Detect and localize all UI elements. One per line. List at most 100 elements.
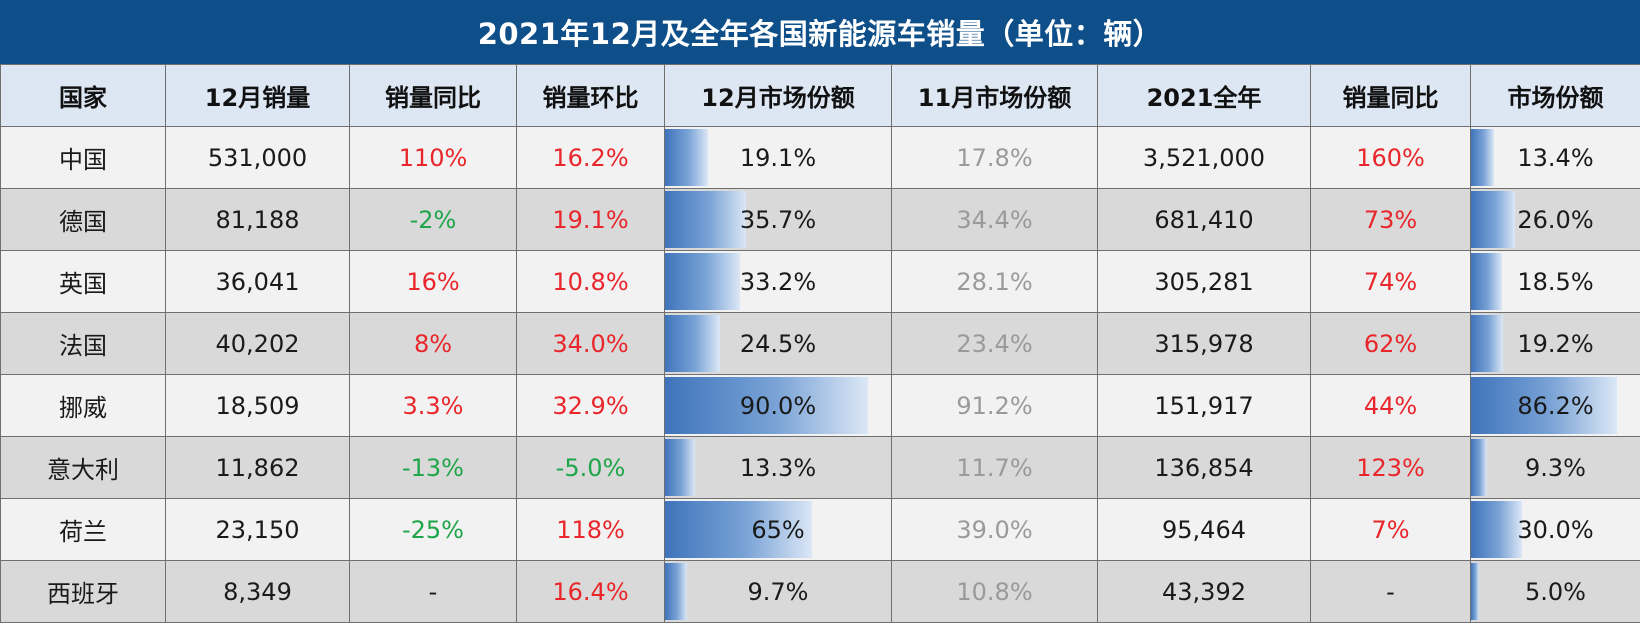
column-header: 11月市场份额: [891, 64, 1098, 127]
table-cell: 16.4%: [516, 560, 665, 623]
table-cell: -25%: [349, 498, 517, 561]
column-header: 销量同比: [349, 64, 517, 127]
column-header: 2021全年: [1097, 64, 1311, 127]
table-cell: 34.0%: [516, 312, 665, 375]
table-cell: 17.8%: [891, 126, 1098, 189]
table-cell: 118%: [516, 498, 665, 561]
table-cell: 73%: [1310, 188, 1471, 251]
table-cell: 81,188: [165, 188, 350, 251]
data-bar: [1471, 439, 1487, 496]
table-cell: 23.4%: [891, 312, 1098, 375]
table-title: 2021年12月及全年各国新能源车销量（单位：辆）: [0, 0, 1640, 64]
data-bar: [1471, 191, 1515, 248]
cell-value: 24.5%: [739, 329, 817, 358]
table-cell: 95,464: [1097, 498, 1311, 561]
cell-value: 65%: [751, 515, 805, 544]
table-cell: 10.8%: [516, 250, 665, 313]
table-cell: 74%: [1310, 250, 1471, 313]
table-cell: 305,281: [1097, 250, 1311, 313]
table-row: 英国 36,041 16% 10.8% 33.2% 28.1% 305,281 74% 18.5…: [0, 250, 1640, 313]
cell-value: 18.5%: [1517, 267, 1594, 296]
table-cell: 8,349: [165, 560, 350, 623]
table-cell: 136,854: [1097, 436, 1311, 499]
table-cell: 9.3%: [1470, 436, 1640, 499]
cell-value: 13.3%: [739, 453, 817, 482]
table-cell: 3,521,000: [1097, 126, 1311, 189]
data-bar: [1471, 563, 1480, 620]
table-cell: 中国: [0, 126, 166, 189]
table-cell: -5.0%: [516, 436, 665, 499]
table-cell: 13.4%: [1470, 126, 1640, 189]
cell-value: 35.7%: [739, 205, 817, 234]
cell-value: 9.7%: [747, 577, 809, 606]
table-cell: 26.0%: [1470, 188, 1640, 251]
table-cell: -: [349, 560, 517, 623]
data-bar: [1471, 253, 1503, 310]
table-row: 荷兰 23,150 -25% 118% 65% 39.0% 95,464 7% 30.0%: [0, 498, 1640, 561]
table-cell: 23,150: [165, 498, 350, 561]
table-cell: 24.5%: [664, 312, 892, 375]
cell-value: 19.2%: [1517, 329, 1594, 358]
table-cell: 英国: [0, 250, 166, 313]
table-cell: 531,000: [165, 126, 350, 189]
table-cell: 13.3%: [664, 436, 892, 499]
table-cell: 36,041: [165, 250, 350, 313]
table-cell: 34.4%: [891, 188, 1098, 251]
data-bar: [665, 439, 696, 496]
table-cell: 3.3%: [349, 374, 517, 437]
data-bar: [665, 129, 709, 186]
column-header: 市场份额: [1470, 64, 1640, 127]
column-header: 12月市场份额: [664, 64, 892, 127]
table-cell: 5.0%: [1470, 560, 1640, 623]
table-cell: 44%: [1310, 374, 1471, 437]
table-row: 意大利 11,862 -13% -5.0% 13.3% 11.7% 136,854 123% 9…: [0, 436, 1640, 499]
data-bar: [665, 377, 869, 434]
table-body: 中国 531,000 110% 16.2% 19.1% 17.8% 3,521,000 160…: [0, 126, 1640, 623]
table-row: 挪威 18,509 3.3% 32.9% 90.0% 91.2% 151,917 44% 86.…: [0, 374, 1640, 437]
cell-value: 30.0%: [1517, 515, 1594, 544]
table-cell: 43,392: [1097, 560, 1311, 623]
table-cell: 10.8%: [891, 560, 1098, 623]
table-cell: 9.7%: [664, 560, 892, 623]
table-cell: 681,410: [1097, 188, 1311, 251]
cell-value: 26.0%: [1517, 205, 1594, 234]
data-bar: [1471, 129, 1494, 186]
table-row: 德国 81,188 -2% 19.1% 35.7% 34.4% 681,410 73% 26.0…: [0, 188, 1640, 251]
data-bar: [665, 563, 687, 620]
table-cell: 11.7%: [891, 436, 1098, 499]
sales-table: 国家 12月销量 销量同比 销量环比 12月市场份额 11月市场份额 2021全年 销量同比市…: [0, 64, 1640, 623]
table-cell: 西班牙: [0, 560, 166, 623]
table-cell: 30.0%: [1470, 498, 1640, 561]
table-cell: 91.2%: [891, 374, 1098, 437]
column-header: 12月销量: [165, 64, 350, 127]
cell-value: 9.3%: [1525, 453, 1586, 482]
table-cell: 39.0%: [891, 498, 1098, 561]
table-cell: 11,862: [165, 436, 350, 499]
table-cell: 7%: [1310, 498, 1471, 561]
data-bar: [1471, 501, 1522, 558]
cell-value: 13.4%: [1517, 143, 1594, 172]
table-cell: 28.1%: [891, 250, 1098, 313]
data-bar: [1471, 377, 1617, 434]
table-row: 中国 531,000 110% 16.2% 19.1% 17.8% 3,521,000 160…: [0, 126, 1640, 189]
cell-value: 86.2%: [1517, 391, 1594, 420]
cell-value: 90.0%: [739, 391, 817, 420]
table-cell: 德国: [0, 188, 166, 251]
table-cell: 86.2%: [1470, 374, 1640, 437]
table-row: 法国 40,202 8% 34.0% 24.5% 23.4% 315,978 62% 19.2%: [0, 312, 1640, 375]
table-cell: 32.9%: [516, 374, 665, 437]
column-header-row: 国家 12月销量 销量同比 销量环比 12月市场份额 11月市场份额 2021全年 销量同比市…: [0, 64, 1640, 127]
table-cell: 151,917: [1097, 374, 1311, 437]
table-cell: 33.2%: [664, 250, 892, 313]
data-bar: [665, 501, 812, 558]
table-cell: 315,978: [1097, 312, 1311, 375]
table-cell: 法国: [0, 312, 166, 375]
data-bar: [665, 315, 721, 372]
table-cell: 意大利: [0, 436, 166, 499]
table-cell: 90.0%: [664, 374, 892, 437]
table-row: 西班牙 8,349-16.4% 9.7% 10.8% 43,392-5.0%: [0, 560, 1640, 623]
table-cell: 8%: [349, 312, 517, 375]
table-cell: 19.1%: [516, 188, 665, 251]
cell-value: 5.0%: [1525, 577, 1586, 606]
